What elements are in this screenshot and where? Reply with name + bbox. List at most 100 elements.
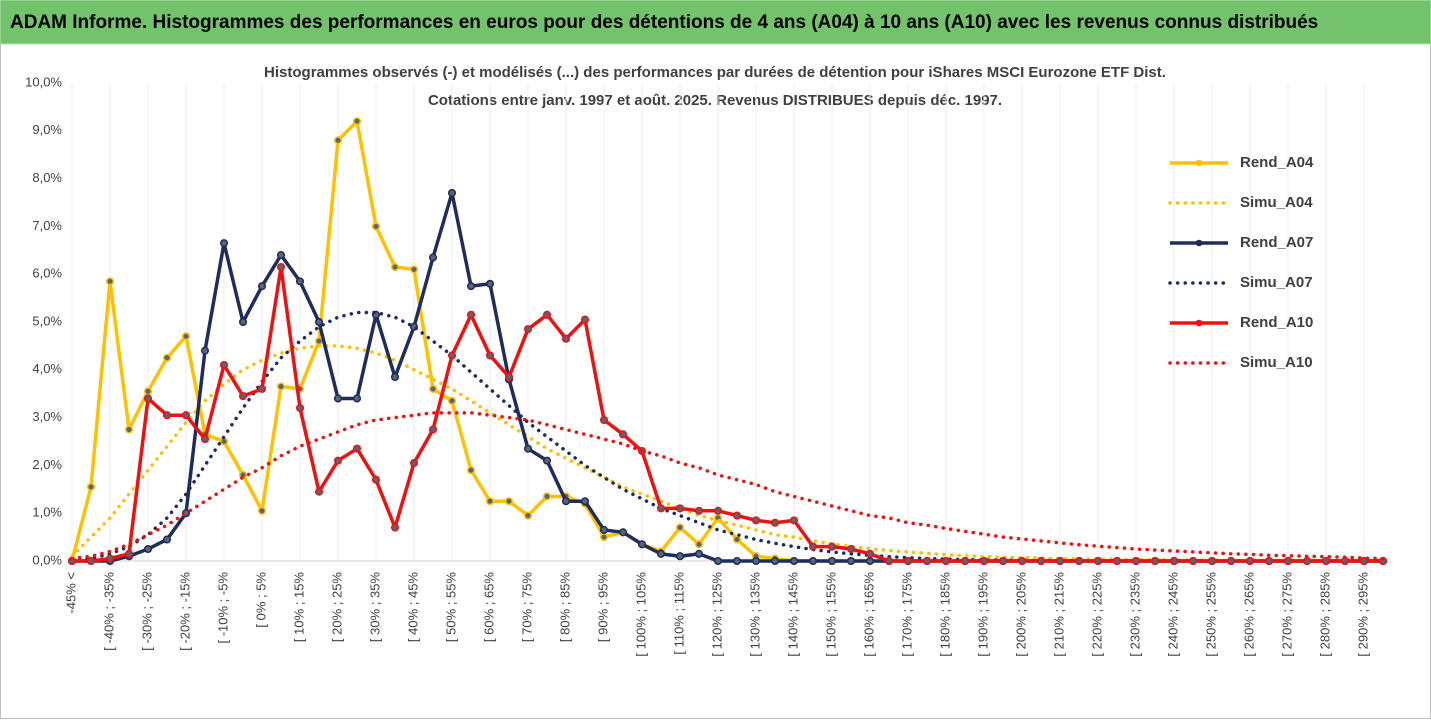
data-point	[979, 556, 989, 566]
data-point	[941, 556, 951, 566]
data-point	[827, 542, 837, 551]
data-point	[523, 444, 533, 453]
y-tick-label: 10,0%	[25, 74, 62, 89]
data-point	[561, 497, 571, 506]
data-point	[1359, 556, 1369, 566]
y-tick-label: 4,0%	[32, 361, 62, 376]
data-point	[694, 506, 704, 515]
data-point	[409, 458, 419, 468]
x-tick-label: [ 160% ; 165%	[861, 572, 876, 657]
data-point	[200, 435, 210, 444]
data-point	[751, 516, 761, 525]
data-point	[1245, 556, 1255, 566]
data-point	[1036, 556, 1046, 566]
data-point	[770, 518, 780, 527]
data-point	[428, 384, 438, 393]
data-point	[1321, 556, 1331, 566]
data-point	[485, 279, 495, 288]
x-tick-label: [ 60% ; 65%	[481, 572, 496, 643]
data-point	[903, 556, 913, 566]
data-point	[86, 556, 96, 566]
data-point	[542, 310, 552, 319]
data-point	[143, 545, 153, 554]
x-tick-label: [ -30% ; -25%	[139, 572, 154, 651]
data-point	[1302, 556, 1312, 566]
data-point	[675, 552, 685, 561]
data-point	[884, 556, 894, 566]
data-point	[542, 492, 552, 501]
data-point	[219, 437, 229, 446]
data-point	[599, 533, 609, 542]
data-point	[732, 511, 742, 520]
x-tick-label: [ 90% ; 95%	[595, 572, 610, 643]
data-point	[276, 382, 286, 391]
data-point	[675, 504, 685, 513]
data-point	[1112, 556, 1122, 566]
data-point	[238, 317, 248, 327]
data-point	[86, 482, 96, 491]
y-tick-label: 0,0%	[32, 552, 62, 567]
data-point	[1264, 556, 1274, 566]
data-point	[352, 394, 362, 403]
data-point	[390, 262, 400, 272]
x-tick-label: [ 0% ; 5%	[253, 572, 268, 628]
data-point	[504, 497, 514, 506]
data-point	[1207, 556, 1217, 566]
data-point	[295, 403, 305, 413]
x-tick-label: [ 10% ; 15%	[291, 572, 306, 643]
data-point	[1131, 556, 1141, 566]
data-point	[770, 556, 780, 566]
data-point	[124, 425, 134, 434]
x-tick-label: [ -20% ; -15%	[177, 572, 192, 651]
data-point	[808, 542, 818, 551]
x-tick-label: [ 140% ; 145%	[785, 572, 800, 657]
data-point	[542, 456, 552, 465]
data-point	[428, 425, 438, 434]
data-point	[713, 556, 723, 566]
legend-label: Rend_A10	[1240, 314, 1313, 331]
x-tick-label: [ 150% ; 155%	[823, 572, 838, 657]
data-point	[257, 282, 267, 291]
series-line	[70, 411, 1385, 561]
legend-marker	[1195, 319, 1203, 327]
data-point	[637, 540, 647, 549]
data-point	[789, 516, 799, 525]
data-point	[143, 387, 153, 396]
data-point	[618, 528, 628, 537]
data-point	[352, 117, 362, 126]
data-point	[276, 251, 286, 260]
legend-marker	[1195, 159, 1203, 167]
data-point	[865, 556, 875, 566]
data-point	[200, 346, 210, 355]
data-point	[694, 549, 704, 558]
data-point	[219, 360, 229, 370]
x-tick-label: -45% <	[63, 572, 78, 614]
x-tick-label: [ 270% ; 275%	[1279, 572, 1294, 657]
data-point	[580, 497, 590, 506]
x-tick-label: [ 200% ; 205%	[1013, 572, 1028, 657]
data-point	[314, 487, 324, 496]
data-point	[1017, 556, 1027, 566]
x-tick-label: [ 120% ; 125%	[709, 572, 724, 657]
series-line	[72, 265, 1383, 563]
legend-marker	[1195, 239, 1203, 247]
data-point	[998, 556, 1008, 566]
data-point	[257, 506, 267, 515]
chart-subtitle: Cotations entre janv. 1997 et août. 2025…	[428, 92, 1002, 109]
data-point	[789, 556, 799, 566]
data-point	[333, 136, 343, 145]
data-point	[333, 394, 343, 403]
data-point	[523, 511, 533, 520]
data-point	[124, 549, 134, 558]
data-point	[694, 540, 704, 549]
data-point	[1150, 556, 1160, 566]
x-tick-label: [ 170% ; 175%	[899, 572, 914, 657]
y-tick-label: 1,0%	[32, 505, 62, 520]
legend-label: Simu_A04	[1240, 194, 1313, 211]
data-point	[162, 353, 172, 362]
data-point	[314, 337, 324, 346]
x-tick-label: [ 20% ; 25%	[329, 572, 344, 643]
x-tick-label: [ -10% ; -5%	[215, 572, 230, 644]
x-tick-label: [ -40% ; -35%	[101, 572, 116, 651]
